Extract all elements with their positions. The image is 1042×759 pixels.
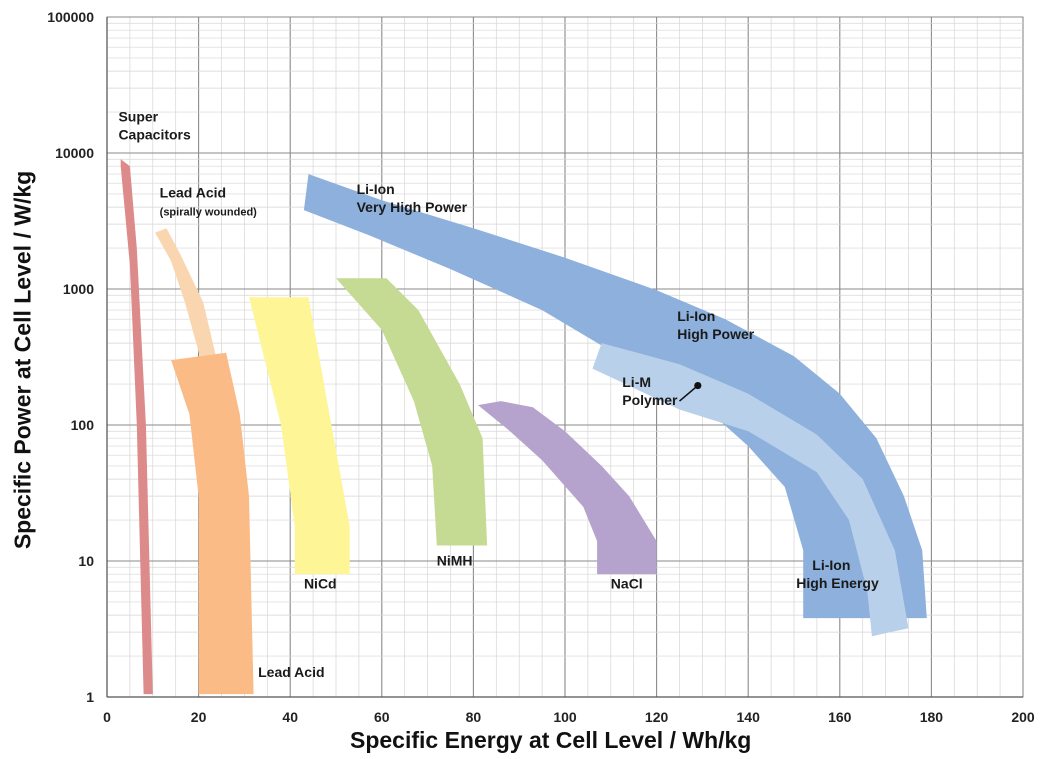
x-tick-label: 180 xyxy=(920,709,944,725)
area-4 xyxy=(249,297,350,575)
leader-dot xyxy=(694,381,702,390)
y-tick-label: 100000 xyxy=(47,9,94,25)
area-label: Capacitors xyxy=(118,127,191,143)
area-6 xyxy=(478,401,657,575)
x-tick-label: 60 xyxy=(374,709,390,725)
area-label: Lead Acid xyxy=(160,185,226,201)
grid xyxy=(106,16,1024,698)
y-tick-label: 10000 xyxy=(55,145,94,161)
area-8 xyxy=(592,343,909,637)
area-label: Very High Power xyxy=(357,199,468,215)
x-tick-label: 100 xyxy=(553,709,577,725)
area-label: (spirally wounded) xyxy=(160,207,258,219)
area-label: Li-Ion xyxy=(812,557,850,573)
area-1 xyxy=(120,159,153,695)
area-labels: Super Capacitors Lead Acid (spirally wounde… xyxy=(118,109,879,680)
area-3 xyxy=(171,352,254,695)
area-label: Li-M xyxy=(622,374,651,390)
area-label: Lead Acid xyxy=(258,664,324,680)
leader-line xyxy=(678,384,699,402)
area-label: Li-Ion xyxy=(357,181,395,197)
x-tick-label: 120 xyxy=(645,709,669,725)
area-label: High Power xyxy=(677,326,755,342)
y-tick-label: 1 xyxy=(86,689,94,705)
x-tick-label: 0 xyxy=(103,709,111,725)
area-label: Super xyxy=(118,109,158,125)
y-axis-label-wrapper: Specific Power at Cell Level / W/kg xyxy=(6,60,40,660)
tick-labels: 0 20 40 60 80 100 120 140 160 180 200 1 10 100 1000 100… xyxy=(47,9,1035,725)
x-tick-label: 200 xyxy=(1011,709,1035,725)
x-tick-label: 140 xyxy=(737,709,761,725)
area-label: Polymer xyxy=(622,392,678,408)
area-label: NaCl xyxy=(611,575,643,591)
x-tick-label: 160 xyxy=(828,709,852,725)
area-label: High Energy xyxy=(796,575,879,591)
y-tick-label: 10 xyxy=(78,553,94,569)
area-5 xyxy=(336,278,488,546)
y-tick-label: 1000 xyxy=(63,281,94,297)
x-axis-label: Specific Energy at Cell Level / Wh/kg xyxy=(350,727,752,753)
area-label: NiCd xyxy=(304,575,337,591)
x-tick-label: 40 xyxy=(282,709,298,725)
chart-areas xyxy=(120,159,927,695)
x-tick-label: 20 xyxy=(191,709,207,725)
area-label: Li-Ion xyxy=(677,308,715,324)
y-tick-label: 100 xyxy=(71,417,95,433)
y-axis-label: Specific Power at Cell Level / W/kg xyxy=(9,170,36,550)
x-tick-label: 80 xyxy=(466,709,482,725)
area-label: NiMH xyxy=(437,552,473,568)
